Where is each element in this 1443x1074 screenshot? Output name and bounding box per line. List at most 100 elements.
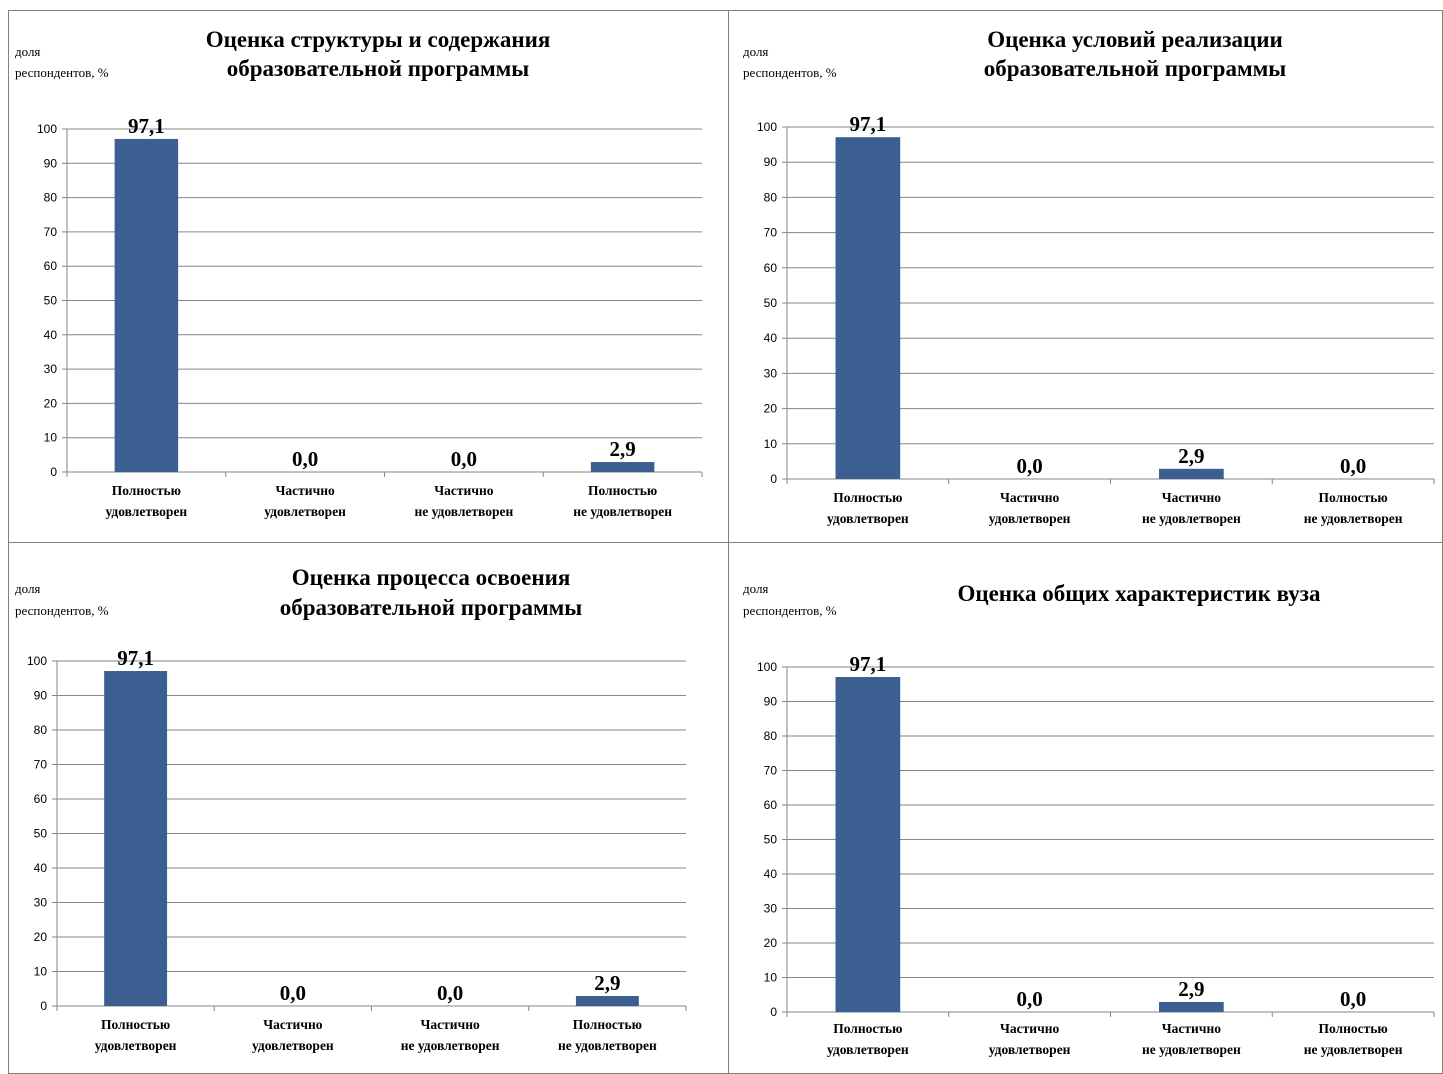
bar	[104, 671, 168, 1006]
x-category-label: Полностью	[833, 490, 902, 505]
data-label: 97,1	[117, 646, 154, 670]
bar	[590, 462, 655, 472]
x-category-label: удовлетворен	[827, 511, 909, 526]
y-axis-label-line: доля	[743, 581, 768, 596]
y-tick-label: 70	[764, 226, 778, 240]
data-label: 0,0	[437, 981, 463, 1005]
y-tick-label: 80	[764, 190, 778, 204]
x-category-label: не удовлетворен	[414, 504, 513, 519]
x-category-label: Частично	[1000, 1021, 1059, 1036]
x-category-label: не удовлетворен	[1304, 511, 1403, 526]
y-tick-label: 70	[764, 764, 778, 778]
y-tick-label: 100	[757, 660, 777, 674]
bar	[114, 138, 179, 472]
y-tick-label: 60	[34, 792, 48, 806]
data-label: 0,0	[451, 447, 477, 471]
y-tick-label: 80	[44, 191, 58, 205]
data-label: 97,1	[128, 114, 165, 138]
y-tick-label: 20	[764, 402, 778, 416]
chart-title-line: образовательной программы	[984, 56, 1287, 81]
y-axis-label-line: респондентов, %	[743, 603, 837, 618]
y-tick-label: 90	[764, 155, 778, 169]
y-tick-label: 100	[757, 120, 777, 134]
x-category-label: не удовлетворен	[1142, 1042, 1241, 1057]
x-category-label: удовлетворен	[989, 1042, 1071, 1057]
chart-title-line: Оценка процесса освоения	[292, 565, 571, 590]
chart-panel-general: Оценка общих характеристик вуза доля респо…	[728, 542, 1443, 1074]
data-label: 2,9	[1178, 977, 1204, 1001]
data-label: 97,1	[850, 652, 887, 676]
y-tick-label: 60	[764, 261, 778, 275]
data-label: 2,9	[1178, 444, 1204, 468]
x-category-label: не удовлетворен	[558, 1038, 657, 1053]
x-category-label: Частично	[1000, 490, 1059, 505]
data-label: 2,9	[594, 971, 620, 995]
chart-panel-process: Оценка процесса освоения образовательной …	[8, 542, 729, 1074]
data-label: 97,1	[850, 112, 887, 136]
x-category-label: удовлетворен	[95, 1038, 177, 1053]
x-category-label: не удовлетворен	[573, 504, 672, 519]
y-axis-label-line: доля	[743, 44, 768, 59]
y-tick-label: 30	[764, 366, 778, 380]
y-tick-label: 80	[764, 729, 778, 743]
x-category-label: Частично	[434, 483, 493, 498]
x-category-label: удовлетворен	[989, 511, 1071, 526]
y-tick-label: 10	[764, 971, 778, 985]
y-tick-label: 80	[34, 723, 48, 737]
x-category-label: Полностью	[1318, 490, 1387, 505]
x-category-label: Полностью	[588, 483, 657, 498]
y-tick-label: 90	[764, 695, 778, 709]
y-tick-label: 30	[34, 896, 48, 910]
chart-title-line: образовательной программы	[280, 595, 583, 620]
y-tick-label: 90	[34, 689, 48, 703]
y-tick-label: 50	[764, 296, 778, 310]
data-label: 2,9	[610, 437, 636, 461]
bar	[1159, 1001, 1224, 1012]
chart-title-line: Оценка структуры и содержания	[206, 27, 551, 52]
chart-panel-conditions: Оценка условий реализации образовательной…	[728, 10, 1443, 543]
y-tick-label: 0	[50, 465, 57, 479]
bar	[835, 677, 901, 1012]
x-category-label: удовлетворен	[264, 504, 346, 519]
y-tick-label: 60	[44, 259, 58, 273]
y-tick-label: 20	[44, 396, 58, 410]
y-tick-label: 10	[34, 965, 48, 979]
x-category-label: не удовлетворен	[1142, 511, 1241, 526]
y-tick-label: 10	[44, 431, 58, 445]
data-label: 0,0	[1340, 987, 1366, 1011]
y-tick-label: 90	[44, 156, 58, 170]
x-category-label: Полностью	[112, 483, 181, 498]
y-tick-label: 60	[764, 798, 778, 812]
chart-process-svg: Оценка процесса освоения образовательной …	[15, 565, 687, 1053]
data-label: 0,0	[1017, 454, 1043, 478]
x-category-label: Частично	[263, 1017, 322, 1032]
bar	[835, 137, 901, 479]
chart-panel-structure: Оценка структуры и содержания образовател…	[8, 10, 729, 543]
chart-title-line: образовательной программы	[227, 56, 530, 81]
bar	[1159, 468, 1224, 479]
y-tick-label: 10	[764, 437, 778, 451]
y-tick-label: 20	[764, 936, 778, 950]
y-tick-label: 70	[34, 758, 48, 772]
y-axis-label-line: доля	[15, 44, 40, 59]
y-tick-label: 0	[770, 1005, 777, 1019]
chart-general-svg: Оценка общих характеристик вуза доля респо…	[743, 581, 1435, 1057]
x-category-label: удовлетворен	[827, 1042, 909, 1057]
x-category-label: Полностью	[101, 1017, 170, 1032]
y-axis-label-line: респондентов, %	[15, 603, 109, 618]
y-tick-label: 40	[764, 867, 778, 881]
y-tick-label: 100	[37, 122, 57, 136]
x-category-label: Частично	[1162, 1021, 1221, 1036]
data-label: 0,0	[1340, 454, 1366, 478]
y-tick-label: 20	[34, 930, 48, 944]
data-label: 0,0	[292, 447, 318, 471]
x-category-label: не удовлетворен	[1304, 1042, 1403, 1057]
y-tick-label: 50	[44, 294, 58, 308]
x-category-label: Частично	[276, 483, 335, 498]
x-category-label: Полностью	[833, 1021, 902, 1036]
y-tick-label: 50	[764, 833, 778, 847]
x-category-label: не удовлетворен	[401, 1038, 500, 1053]
chart-structure-svg: Оценка структуры и содержания образовател…	[15, 27, 703, 519]
y-axis-label-line: респондентов, %	[15, 65, 109, 80]
charts-grid: Оценка структуры и содержания образовател…	[8, 10, 1443, 1074]
